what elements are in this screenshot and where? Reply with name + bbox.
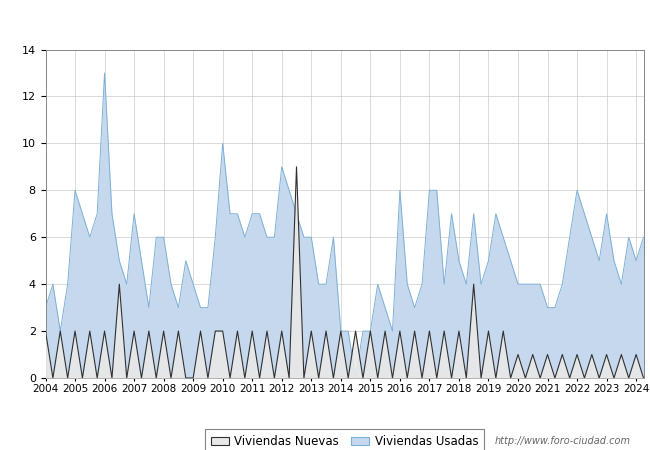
Text: http://www.foro-ciudad.com: http://www.foro-ciudad.com: [495, 436, 630, 446]
Legend: Viviendas Nuevas, Viviendas Usadas: Viviendas Nuevas, Viviendas Usadas: [205, 429, 484, 450]
Text: Segura de la Sierra - Evolucion del Nº de Transacciones Inmobiliarias: Segura de la Sierra - Evolucion del Nº d…: [96, 14, 554, 27]
